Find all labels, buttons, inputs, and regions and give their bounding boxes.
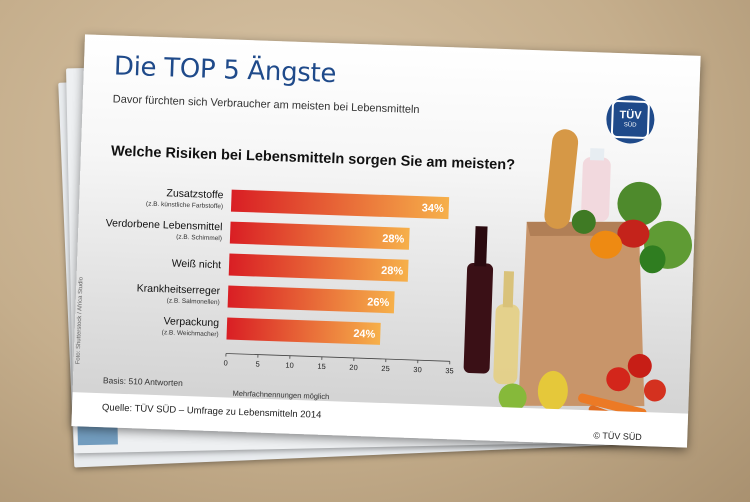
bar	[230, 189, 450, 220]
x-axis-line	[225, 353, 450, 362]
tomato-shape-2	[627, 353, 652, 378]
bar	[226, 317, 381, 345]
milk-bottle-shape	[581, 157, 611, 222]
x-axis-tick-label: 35	[445, 366, 454, 375]
x-axis-tick-label: 15	[317, 362, 326, 371]
broccoli-shape	[571, 209, 596, 234]
bar-value-label: 26%	[367, 296, 390, 309]
bar-category-sublabel: (z.B. Schimmel)	[176, 234, 222, 243]
oil-bottle-shape	[493, 304, 520, 385]
x-axis-tick-label: 10	[285, 361, 294, 370]
x-axis-tick-label: 5	[255, 360, 259, 369]
apple-shape	[498, 383, 527, 412]
infographic-card: Die TOP 5 Ängste Davor fürchten sich Ver…	[71, 34, 701, 448]
green-pepper-shape	[639, 245, 666, 274]
bar-value-label: 24%	[353, 328, 376, 341]
bar	[227, 285, 395, 314]
wine-bottle-shape	[463, 263, 494, 374]
bar-value-label: 34%	[422, 202, 445, 215]
bar	[228, 253, 409, 282]
bar-chart: Zusatzstoffe(z.B. künstliche Farbstoffe)…	[105, 187, 454, 375]
bar-category-label: Verpackung	[163, 315, 219, 329]
bar-category-label: Zusatzstoffe	[166, 187, 224, 201]
bar-category-label: Krankheitserreger	[137, 282, 221, 297]
bar-category-sublabel: (z.B. Weichmacher)	[162, 329, 219, 338]
bar-value-label: 28%	[382, 233, 405, 246]
grocery-bag-photo	[463, 129, 693, 434]
wine-bottle-neck	[474, 226, 488, 267]
tomato-shape	[606, 367, 631, 392]
paper-bag-shape	[518, 221, 645, 407]
x-axis-tick-label: 0	[223, 358, 227, 367]
x-axis-tick-label: 20	[349, 363, 358, 372]
bar	[229, 221, 410, 250]
bar-category-label: Verdorbene Lebensmittel	[105, 217, 222, 233]
lettuce-shape	[617, 181, 662, 226]
milk-cap-shape	[589, 148, 605, 161]
bar-category-sublabel: (z.B. künstliche Farbstoffe)	[146, 201, 223, 211]
bar-category-label: Weiß nicht	[171, 258, 221, 272]
pear-shape	[537, 370, 568, 411]
x-axis-tick-label: 30	[413, 365, 422, 374]
oil-bottle-neck	[502, 271, 515, 308]
tomato-shape-3	[643, 379, 666, 402]
red-pepper-shape	[617, 219, 650, 248]
orange-pepper-shape	[590, 230, 623, 259]
x-axis-tick-label: 25	[381, 364, 390, 373]
bar-value-label: 28%	[381, 265, 404, 278]
baguette-shape	[544, 129, 579, 229]
copyright-note: © TÜV SÜD	[593, 430, 642, 443]
bar-category-sublabel: (z.B. Salmonellen)	[167, 297, 220, 306]
